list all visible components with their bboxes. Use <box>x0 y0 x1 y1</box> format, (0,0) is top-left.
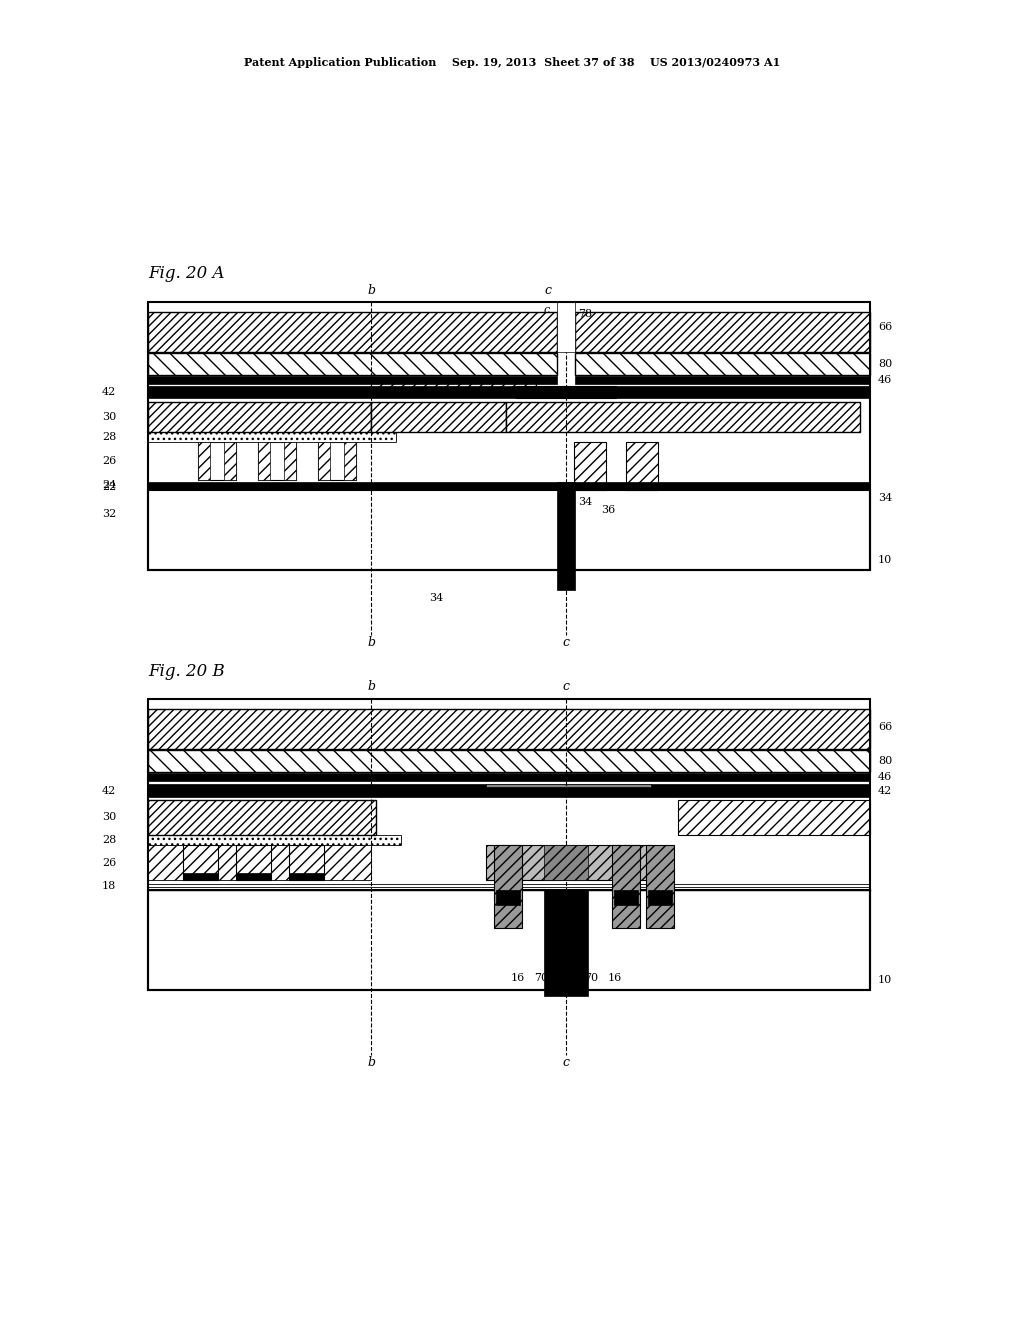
Polygon shape <box>148 482 870 490</box>
Polygon shape <box>148 432 396 442</box>
Polygon shape <box>486 845 651 880</box>
Polygon shape <box>148 800 376 836</box>
Text: 26: 26 <box>102 858 117 867</box>
Text: b: b <box>367 681 375 693</box>
Text: 16: 16 <box>608 973 623 983</box>
Polygon shape <box>148 845 371 880</box>
Text: 28: 28 <box>102 432 117 442</box>
Polygon shape <box>289 845 324 880</box>
Polygon shape <box>148 352 557 375</box>
Text: 34: 34 <box>578 498 592 507</box>
Polygon shape <box>148 890 870 990</box>
Text: 34: 34 <box>878 492 892 503</box>
Text: 30: 30 <box>102 412 117 422</box>
Polygon shape <box>318 442 330 480</box>
Polygon shape <box>516 385 616 399</box>
Text: b: b <box>367 284 375 297</box>
Text: b: b <box>367 635 375 648</box>
Text: 42: 42 <box>102 785 117 796</box>
Text: 66: 66 <box>878 322 892 333</box>
Polygon shape <box>574 482 606 490</box>
Polygon shape <box>626 442 658 490</box>
Polygon shape <box>318 442 356 480</box>
Polygon shape <box>258 442 270 480</box>
Polygon shape <box>183 873 218 880</box>
Polygon shape <box>496 890 520 906</box>
Polygon shape <box>148 385 870 399</box>
Polygon shape <box>626 482 658 490</box>
Polygon shape <box>486 784 651 787</box>
Text: 26: 26 <box>102 455 117 466</box>
Text: 78: 78 <box>578 309 592 319</box>
Polygon shape <box>284 442 296 480</box>
Polygon shape <box>612 845 640 928</box>
Polygon shape <box>557 302 575 352</box>
Polygon shape <box>544 890 588 997</box>
Polygon shape <box>614 890 638 906</box>
Text: 70: 70 <box>534 973 548 983</box>
Polygon shape <box>148 784 870 797</box>
Polygon shape <box>198 442 236 480</box>
Polygon shape <box>574 442 606 490</box>
Polygon shape <box>289 873 324 880</box>
Polygon shape <box>646 845 674 928</box>
Text: 80: 80 <box>878 756 892 766</box>
Polygon shape <box>371 381 536 388</box>
Text: Fig. 20 A: Fig. 20 A <box>148 265 224 282</box>
Text: 10: 10 <box>878 975 892 985</box>
Text: c: c <box>562 635 569 648</box>
Text: 42: 42 <box>878 785 892 796</box>
Polygon shape <box>344 442 356 480</box>
Text: c: c <box>562 1056 569 1068</box>
Text: 10: 10 <box>878 554 892 565</box>
Text: Patent Application Publication    Sep. 19, 2013  Sheet 37 of 38    US 2013/02409: Patent Application Publication Sep. 19, … <box>244 57 780 67</box>
Polygon shape <box>371 403 506 432</box>
Polygon shape <box>148 490 870 570</box>
Polygon shape <box>648 890 672 906</box>
Polygon shape <box>575 376 870 384</box>
Text: 46: 46 <box>878 375 892 385</box>
Polygon shape <box>183 845 218 880</box>
Polygon shape <box>678 800 870 836</box>
Polygon shape <box>544 845 588 880</box>
Text: 34: 34 <box>541 483 555 492</box>
Text: 34: 34 <box>429 593 443 603</box>
Polygon shape <box>236 873 271 880</box>
Text: 24: 24 <box>102 480 117 490</box>
Text: Fig. 20 B: Fig. 20 B <box>148 663 224 680</box>
Text: 46: 46 <box>878 772 892 781</box>
Text: 70: 70 <box>584 973 598 983</box>
Polygon shape <box>236 845 271 880</box>
Polygon shape <box>494 845 522 928</box>
Polygon shape <box>148 750 870 772</box>
Polygon shape <box>148 709 870 748</box>
Polygon shape <box>224 442 236 480</box>
Polygon shape <box>575 312 870 352</box>
Polygon shape <box>258 442 296 480</box>
Text: 36: 36 <box>601 506 615 515</box>
Polygon shape <box>575 352 870 375</box>
Polygon shape <box>148 774 870 781</box>
Polygon shape <box>148 376 557 384</box>
Text: b: b <box>367 1056 375 1068</box>
Polygon shape <box>198 442 210 480</box>
Text: 66: 66 <box>878 722 892 733</box>
Text: c: c <box>545 284 552 297</box>
Text: 18: 18 <box>102 880 117 891</box>
Text: 42: 42 <box>102 387 117 397</box>
Polygon shape <box>557 482 575 590</box>
Text: 22: 22 <box>102 482 117 492</box>
Text: c: c <box>562 681 569 693</box>
Polygon shape <box>148 403 371 432</box>
Text: 32: 32 <box>102 510 117 519</box>
Text: 28: 28 <box>102 836 117 845</box>
Text: c: c <box>544 305 550 315</box>
Polygon shape <box>506 403 860 432</box>
Text: 80: 80 <box>878 359 892 370</box>
Polygon shape <box>148 312 557 352</box>
Polygon shape <box>148 836 401 845</box>
Text: 16: 16 <box>511 973 525 983</box>
Text: 30: 30 <box>102 813 117 822</box>
